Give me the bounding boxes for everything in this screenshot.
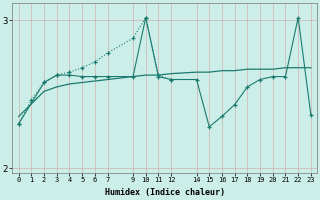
X-axis label: Humidex (Indice chaleur): Humidex (Indice chaleur) — [105, 188, 225, 197]
